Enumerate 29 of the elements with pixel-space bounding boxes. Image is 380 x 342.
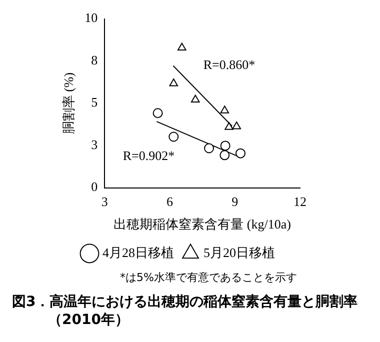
point: [236, 148, 246, 158]
y-tick-label: 3: [91, 136, 98, 152]
point: [177, 42, 186, 50]
x-tick-label: 9: [232, 194, 238, 210]
legend-label: 4月28日移植: [102, 244, 174, 260]
point: [220, 150, 230, 160]
annotation: R=0.860*: [203, 57, 256, 72]
point: [224, 122, 234, 130]
point: [169, 78, 178, 86]
point: [168, 132, 179, 142]
x-axis-title: 出穂期稲体窒素含有量 (kg/10a): [114, 216, 291, 232]
x-tick-label: 6: [166, 194, 174, 210]
annotation: R=0.902*: [122, 148, 175, 163]
point: [152, 108, 163, 118]
legend-label: 5月20日移植: [204, 244, 275, 260]
point: [220, 140, 230, 151]
y-tick-label: 10: [84, 10, 98, 26]
point: [232, 121, 241, 130]
text: *は5%水準で有意であることを示す: [120, 270, 298, 285]
x-tick-label: 3: [101, 194, 108, 210]
y-tick-label: 5: [91, 94, 98, 110]
point: [204, 143, 214, 154]
x-tick-label: 12: [294, 194, 306, 210]
point: [190, 94, 200, 102]
y-tick-label: 8: [91, 52, 98, 68]
y-tick-label: 0: [91, 179, 98, 194]
point: [220, 106, 230, 114]
y-axis-title: 胴割率 (%): [61, 72, 76, 134]
text: 図3．高温年における出穂期の稲体窒素含有量と胴割率（2010年）: [11, 293, 359, 329]
